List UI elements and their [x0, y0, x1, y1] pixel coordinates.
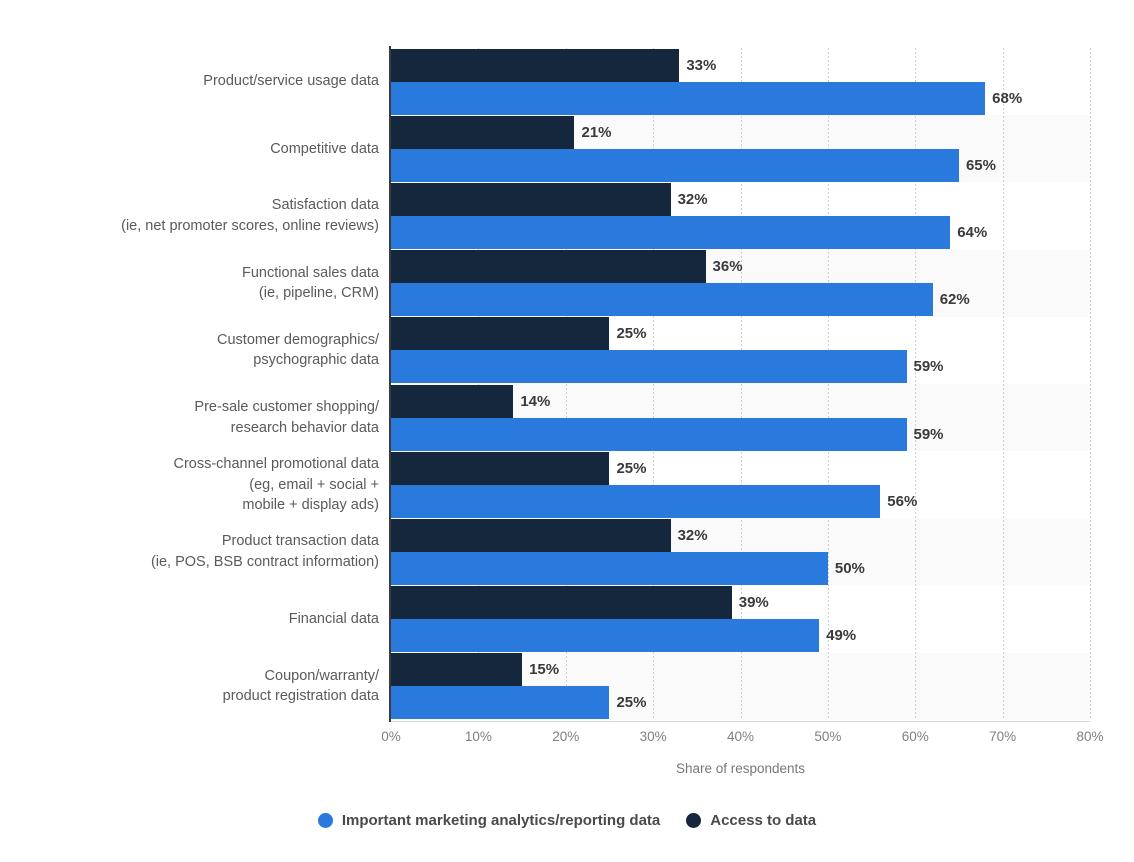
bar-value-label: 15% [529, 661, 560, 679]
bar-value-label: 14% [520, 392, 551, 410]
chart-legend: Important marketing analytics/reporting … [0, 812, 1134, 829]
bar-important[interactable] [391, 350, 907, 384]
bar-value-label: 59% [913, 425, 944, 443]
category-label: Financial data [0, 586, 379, 653]
x-tick-label: 60% [901, 729, 929, 744]
bar-value-label: 39% [738, 594, 769, 612]
bar-important[interactable] [391, 552, 828, 585]
bar-important[interactable] [391, 148, 959, 182]
x-axis-title: Share of respondents [675, 761, 806, 776]
bar-access[interactable] [391, 586, 732, 620]
category-label-line: mobile + display ads) [242, 497, 379, 514]
legend-color-dot-icon [686, 813, 702, 828]
bar-value-label: 65% [965, 156, 996, 174]
category-label-line: (ie, POS, BSB contract information) [150, 553, 379, 570]
legend-color-dot-icon [317, 813, 333, 828]
bar-value-label: 32% [677, 191, 708, 208]
category-label-line: Customer demographics/ [217, 331, 379, 348]
category-label: Functional sales data (ie, pipeline, CRM) [0, 250, 379, 317]
bar-value-label: 25% [616, 325, 647, 343]
bar-value-label: 25% [616, 459, 647, 477]
bar-value-label: 33% [686, 56, 717, 74]
category-label-line: product registration data [222, 688, 379, 705]
gridline [740, 48, 742, 720]
bar-important[interactable] [391, 619, 820, 653]
bar-access[interactable] [391, 519, 671, 552]
legend-label: Important marketing analytics/reporting … [341, 812, 661, 829]
bar-value-label: 62% [939, 291, 970, 309]
legend-label: Access to data [710, 812, 817, 829]
bar-access[interactable] [391, 384, 514, 418]
category-label: Cross-channel promotional data (eg, email… [0, 451, 379, 518]
category-label-line: Product transaction data [221, 533, 379, 550]
category-label-line: Financial data [288, 610, 379, 627]
x-tick-label: 10% [464, 729, 492, 744]
gridline [1090, 48, 1091, 720]
bar-important[interactable] [391, 283, 933, 317]
x-tick-label: 30% [639, 729, 667, 744]
bar-access[interactable] [391, 653, 523, 687]
category-label-line: Competitive data [270, 140, 379, 157]
gridline [653, 48, 655, 720]
x-axis-line [391, 721, 1090, 722]
gridline [1002, 48, 1004, 720]
x-tick-label: 50% [814, 729, 842, 744]
bar-value-label: 59% [913, 358, 944, 376]
bar-access[interactable] [391, 48, 680, 82]
category-label: Satisfaction data (ie, net promoter score… [0, 182, 379, 249]
category-label-line: Coupon/warranty/ [264, 667, 379, 684]
category-label-line: Cross-channel promotional data [173, 456, 379, 473]
bar-important[interactable] [391, 686, 610, 720]
bar-value-label: 68% [992, 89, 1023, 107]
x-tick-label: 0% [381, 729, 401, 744]
x-tick-label: 20% [552, 729, 580, 744]
category-label: Customer demographics/psychographic data [0, 317, 379, 384]
category-label-line: (ie, net promoter scores, online reviews… [121, 217, 379, 234]
plot-area: 33% 68% 21% 65% 32% 64% 36% 62% 25% 59% 14% 59% 25% 5… [391, 48, 1091, 720]
bar-access[interactable] [391, 317, 610, 351]
bar-value-label: 36% [712, 258, 743, 276]
category-label-line: psychographic data [253, 352, 379, 369]
category-label: Product transaction data (ie, POS, BSB co… [0, 518, 379, 585]
category-label: Competitive data [0, 115, 379, 182]
bar-access[interactable] [391, 183, 671, 216]
gridline [827, 48, 829, 720]
category-label: Coupon/warranty/product registration dat… [0, 653, 379, 720]
gridline [915, 48, 917, 720]
gridline [565, 48, 567, 720]
legend-item-important[interactable]: Important marketing analytics/reporting … [317, 812, 661, 829]
category-label-line: Pre-sale customer shopping/ [194, 399, 379, 416]
category-label-line: (eg, email + social + [249, 476, 379, 493]
bar-value-label: 21% [581, 123, 612, 141]
y-axis-line [389, 46, 391, 722]
bar-value-label: 64% [957, 224, 988, 241]
legend-item-access[interactable]: Access to data [686, 812, 816, 829]
category-label-line: Satisfaction data [271, 197, 379, 214]
category-label-line: Product/service usage data [203, 73, 379, 90]
bar-value-label: 49% [826, 627, 857, 645]
bar-value-label: 32% [677, 527, 708, 544]
x-tick-label: 80% [1076, 729, 1104, 744]
x-tick-label: 70% [989, 729, 1017, 744]
gridline [478, 48, 480, 720]
bar-important[interactable] [391, 417, 907, 451]
bar-access[interactable] [391, 451, 610, 485]
bar-important[interactable] [391, 81, 986, 115]
bar-access[interactable] [391, 250, 706, 284]
bar-value-label: 25% [616, 694, 647, 712]
bar-important[interactable] [391, 216, 951, 249]
category-label: Pre-sale customer shopping/research beha… [0, 384, 379, 451]
bar-important[interactable] [391, 484, 881, 518]
x-tick-label: 40% [726, 729, 755, 744]
category-label-line: Functional sales data [241, 264, 379, 281]
bar-value-label: 56% [887, 492, 918, 510]
category-label: Product/service usage data [0, 48, 379, 115]
category-label-line: research behavior data [230, 419, 379, 436]
category-label-line: (ie, pipeline, CRM) [258, 285, 379, 302]
bar-access[interactable] [391, 115, 575, 149]
bar-value-label: 50% [834, 560, 865, 577]
